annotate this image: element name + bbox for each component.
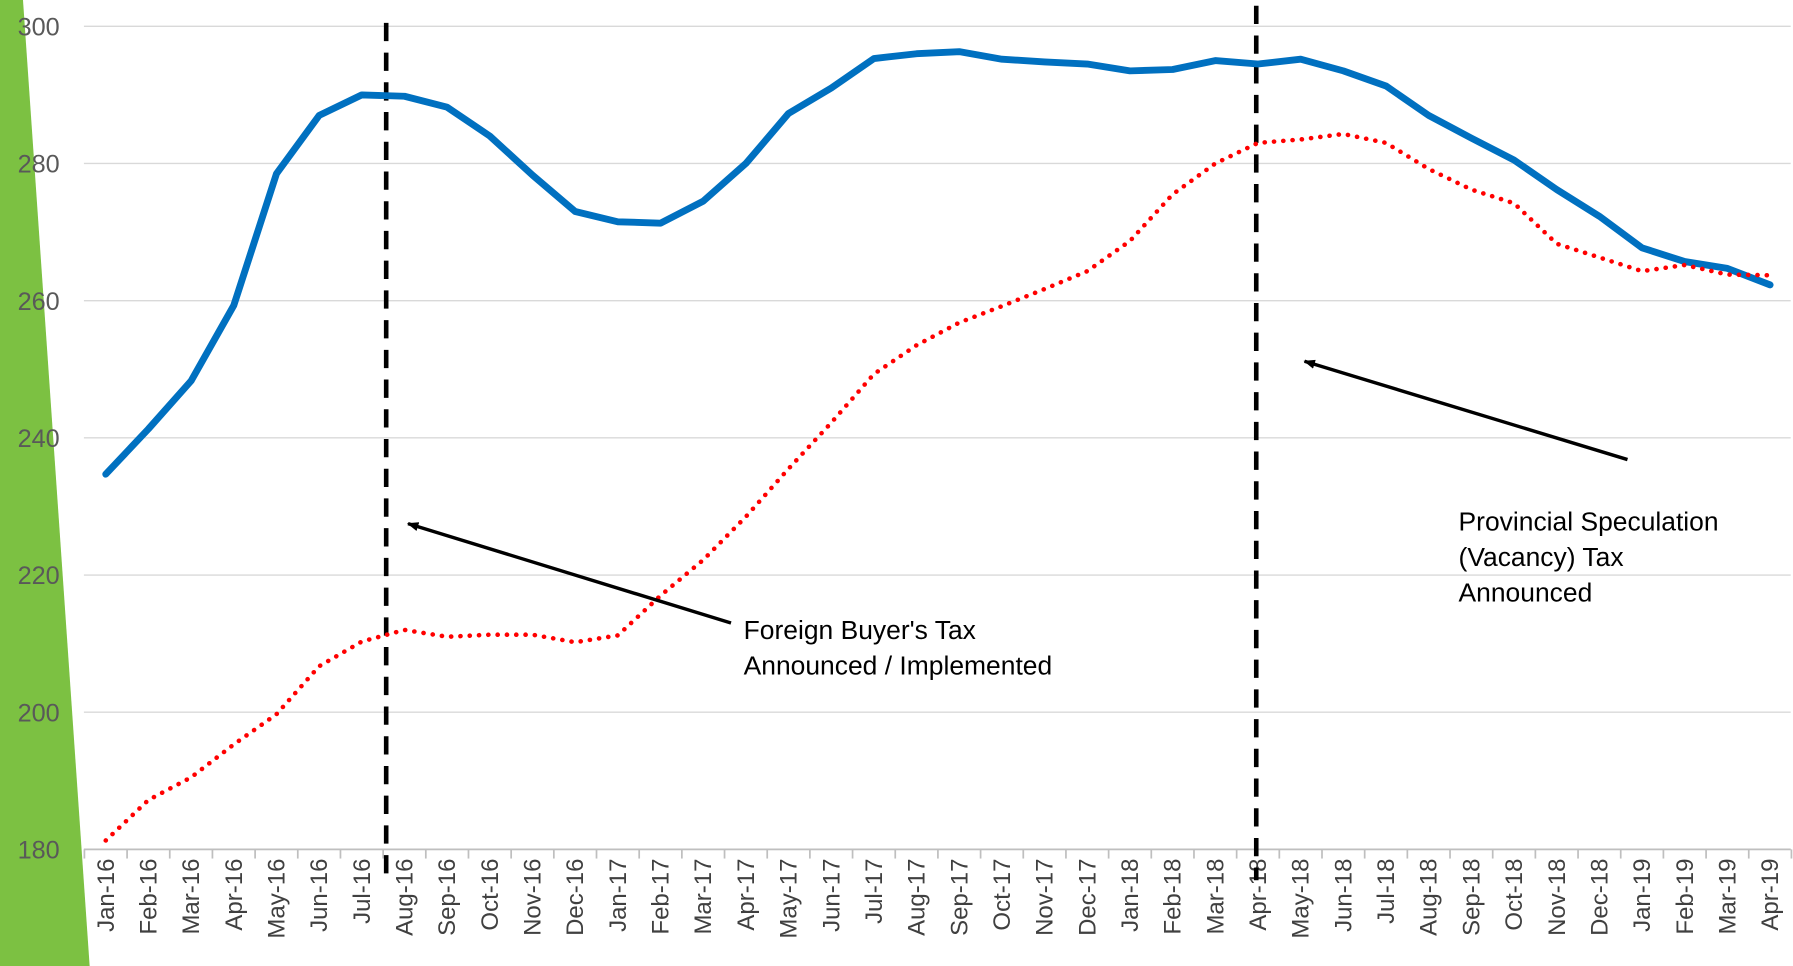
x-tick-label: Aug-16 <box>391 859 418 936</box>
annotation-text: Provincial Speculation <box>1459 507 1719 537</box>
y-tick-label: 300 <box>18 13 60 41</box>
annotation-text: (Vacancy) Tax <box>1459 542 1624 572</box>
x-tick-label: Oct-17 <box>989 859 1016 931</box>
y-tick-label: 260 <box>18 288 60 316</box>
annotation-text: Announced <box>1459 577 1593 607</box>
series-line <box>103 131 1773 843</box>
x-tick-label: Dec-17 <box>1074 859 1101 936</box>
x-tick-label: Jul-16 <box>349 859 376 924</box>
annotation-arrow <box>1303 359 1628 462</box>
x-tick-label: Jan-17 <box>605 859 632 932</box>
x-tick-label: Aug-18 <box>1416 859 1443 936</box>
x-tick-label: Feb-18 <box>1160 859 1187 935</box>
x-tick-label: Sep-17 <box>946 859 973 936</box>
x-tick-label: Feb-17 <box>648 859 675 935</box>
x-tick-label: Apr-17 <box>733 859 760 931</box>
x-tick-label: Mar-16 <box>178 859 205 935</box>
x-tick-label: Jan-19 <box>1629 859 1656 932</box>
x-tick-label: Apr-19 <box>1757 859 1784 931</box>
x-tick-label: Jun-18 <box>1330 859 1357 932</box>
x-tick-label: Apr-16 <box>221 859 248 931</box>
x-tick-label: May-16 <box>263 859 290 939</box>
x-tick-label: Jan-18 <box>1117 859 1144 932</box>
x-tick-label: Sep-18 <box>1458 859 1485 936</box>
y-tick-label: 280 <box>18 151 60 179</box>
y-tick-label: 200 <box>18 699 60 727</box>
x-tick-label: Nov-18 <box>1544 859 1571 936</box>
y-tick-label: 240 <box>18 425 60 453</box>
x-tick-label: Nov-16 <box>519 859 546 936</box>
x-tick-label: Dec-16 <box>562 859 589 936</box>
annotation-text: Foreign Buyer's Tax <box>744 615 976 645</box>
x-tick-label: Oct-18 <box>1501 859 1528 931</box>
x-tick-label: Jun-16 <box>306 859 333 932</box>
x-tick-label: Sep-16 <box>434 859 461 936</box>
x-tick-label: Dec-18 <box>1586 859 1613 936</box>
x-tick-label: Mar-19 <box>1714 859 1741 935</box>
x-tick-label: Oct-16 <box>477 859 504 931</box>
x-tick-label: Jan-16 <box>93 859 120 932</box>
x-tick-label: Feb-16 <box>135 859 162 935</box>
x-tick-label: May-18 <box>1288 859 1315 939</box>
x-tick-label: Feb-19 <box>1672 859 1699 935</box>
x-tick-label: Jul-17 <box>861 859 888 924</box>
x-tick-label: Mar-17 <box>690 859 717 935</box>
green-wedge <box>0 0 90 966</box>
series-line <box>102 48 1774 478</box>
y-tick-label: 220 <box>18 562 60 590</box>
x-tick-label: May-17 <box>776 859 803 939</box>
x-tick-label: Jun-17 <box>818 859 845 932</box>
x-tick-label: Nov-17 <box>1032 859 1059 936</box>
annotation-text: Announced / Implemented <box>744 651 1053 681</box>
x-tick-label: Mar-18 <box>1202 859 1229 935</box>
y-tick-label: 180 <box>18 837 60 865</box>
annotation-arrow <box>406 521 732 625</box>
x-tick-label: Aug-17 <box>904 859 931 936</box>
x-tick-label: Jul-18 <box>1373 859 1400 924</box>
